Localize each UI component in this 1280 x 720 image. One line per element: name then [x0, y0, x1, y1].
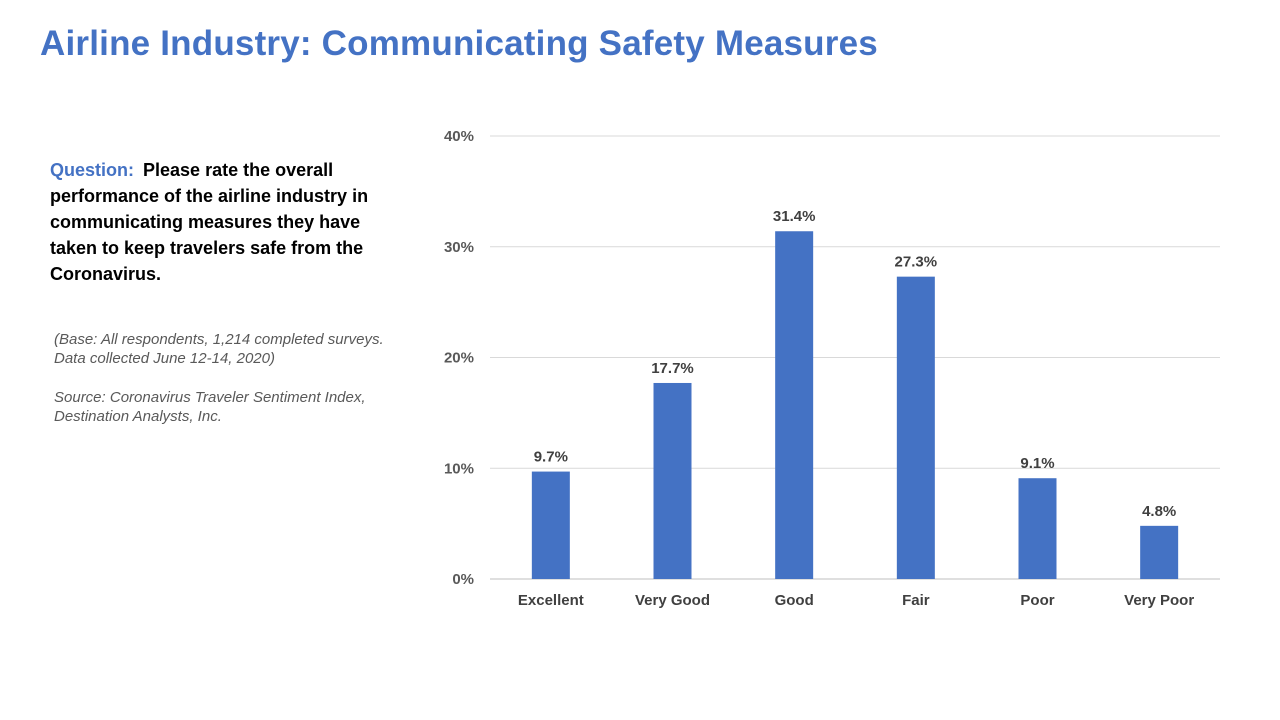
bar	[1018, 478, 1057, 579]
category-label: Excellent	[518, 592, 584, 609]
question-label: Question:	[50, 160, 134, 180]
bar	[1140, 525, 1179, 579]
category-label: Poor	[1020, 592, 1054, 609]
data-label: 4.8%	[1142, 503, 1176, 520]
y-tick-label: 0%	[452, 571, 474, 588]
category-label: Fair	[902, 592, 930, 609]
data-label: 9.1%	[1020, 455, 1054, 472]
data-label: 9.7%	[534, 449, 568, 466]
base-note: (Base: All respondents, 1,214 completed …	[54, 331, 384, 367]
y-tick-label: 20%	[444, 350, 474, 367]
category-label: Good	[775, 592, 814, 609]
y-tick-label: 10%	[444, 460, 474, 477]
y-tick-label: 40%	[444, 128, 474, 145]
data-label: 17.7%	[651, 360, 694, 377]
bar	[896, 276, 935, 579]
bar	[775, 231, 814, 579]
bar	[653, 382, 692, 579]
source-note: Source: Coronavirus Traveler Sentiment I…	[54, 389, 366, 425]
bar	[531, 471, 570, 579]
category-label: Very Poor	[1124, 592, 1194, 609]
slide-title: Airline Industry: Communicating Safety M…	[40, 24, 878, 63]
question-text: Please rate the overall performance of t…	[50, 160, 369, 284]
y-tick-label: 30%	[444, 239, 474, 256]
data-label: 31.4%	[773, 208, 816, 225]
category-label: Very Good	[635, 592, 710, 609]
data-label: 27.3%	[895, 254, 938, 271]
question-block: Question: Please rate the overall perfor…	[50, 157, 395, 287]
